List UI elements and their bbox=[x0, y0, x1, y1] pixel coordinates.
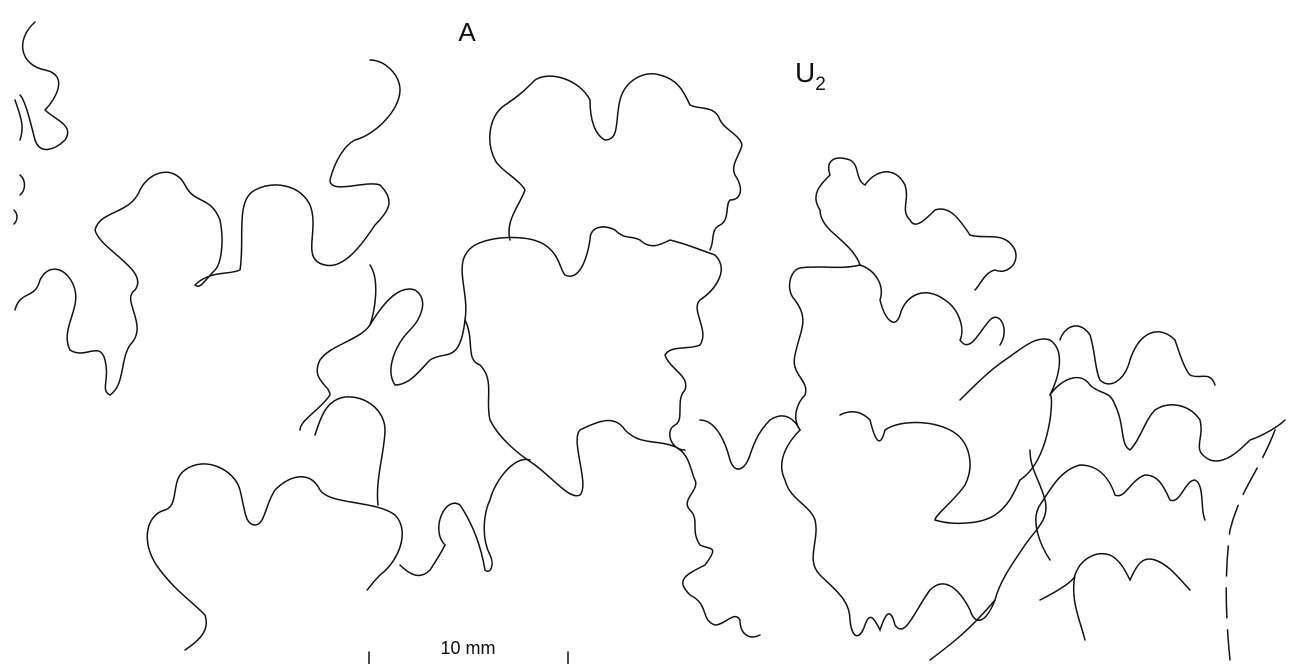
suture-line bbox=[960, 339, 1059, 400]
suture-line bbox=[400, 459, 530, 575]
suture-line bbox=[1020, 395, 1052, 480]
suture-line bbox=[840, 412, 1020, 524]
suture-line bbox=[15, 60, 400, 395]
suture-line bbox=[816, 158, 1016, 290]
suture-line bbox=[700, 416, 800, 469]
suture-line bbox=[147, 464, 402, 650]
suture-line bbox=[1040, 575, 1085, 640]
suture-line bbox=[1060, 326, 1215, 385]
suture-line bbox=[465, 320, 760, 637]
suture-line bbox=[20, 22, 68, 149]
suture-lines bbox=[14, 22, 1285, 660]
suture-line bbox=[20, 175, 25, 195]
suture-line bbox=[14, 210, 17, 224]
scale-bar: 10 mm bbox=[369, 638, 568, 664]
suture-line bbox=[300, 265, 376, 430]
suture-line-dashed bbox=[1226, 430, 1275, 660]
suture-line bbox=[782, 430, 1046, 636]
suture-line bbox=[15, 100, 22, 140]
label-u-main: U bbox=[795, 57, 815, 88]
suture-line bbox=[315, 397, 385, 505]
suture-drawing: A U2 10 mm bbox=[0, 0, 1291, 664]
suture-line bbox=[930, 600, 995, 660]
suture-line bbox=[1075, 554, 1190, 590]
label-u-subscript: 2 bbox=[815, 74, 826, 95]
label-a: A bbox=[458, 17, 476, 47]
suture-line bbox=[820, 210, 860, 265]
suture-line bbox=[790, 265, 1005, 430]
suture-line bbox=[462, 227, 721, 450]
suture-line bbox=[1036, 465, 1205, 560]
label-u2: U2 bbox=[795, 57, 826, 95]
scale-label: 10 mm bbox=[440, 638, 495, 658]
suture-line bbox=[1050, 378, 1285, 461]
suture-line bbox=[370, 289, 465, 385]
suture-line bbox=[490, 74, 742, 250]
